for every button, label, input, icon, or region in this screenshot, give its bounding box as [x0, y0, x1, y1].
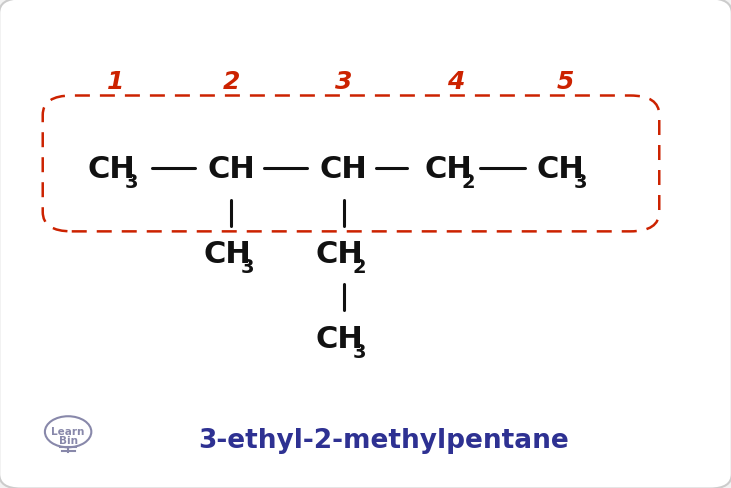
- Text: CH: CH: [87, 155, 135, 183]
- Text: 2: 2: [462, 173, 475, 192]
- Text: 3: 3: [574, 173, 588, 192]
- Text: CH: CH: [424, 155, 472, 183]
- Text: 2: 2: [353, 258, 366, 277]
- Text: Bin: Bin: [58, 435, 77, 445]
- Text: Learn: Learn: [51, 426, 85, 436]
- Text: 3: 3: [353, 343, 366, 362]
- Text: CH: CH: [203, 239, 251, 268]
- Text: 2: 2: [223, 70, 240, 94]
- Text: 5: 5: [556, 70, 574, 94]
- Text: 4: 4: [447, 70, 465, 94]
- Text: 3: 3: [240, 258, 254, 277]
- Text: 1: 1: [107, 70, 124, 94]
- Text: 3-ethyl-2-methylpentane: 3-ethyl-2-methylpentane: [199, 427, 569, 453]
- Text: CH: CH: [316, 239, 363, 268]
- Text: 3: 3: [335, 70, 352, 94]
- Text: CH: CH: [537, 155, 585, 183]
- Text: CH: CH: [208, 155, 255, 183]
- Text: CH: CH: [316, 324, 363, 353]
- Text: 3: 3: [124, 173, 138, 192]
- Text: CH: CH: [320, 155, 368, 183]
